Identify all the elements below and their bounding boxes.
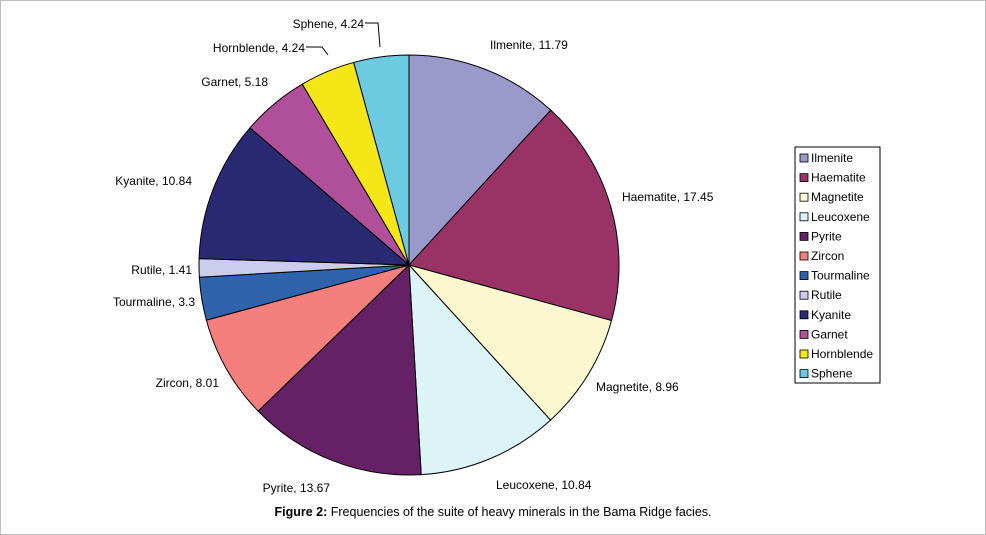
data-label-pyrite: Pyrite, 13.67 [263, 481, 331, 495]
legend-swatch-garnet [799, 329, 809, 339]
data-label-zircon: Zircon, 8.01 [156, 376, 220, 390]
legend-label-hornblende: Hornblende [811, 347, 873, 361]
legend-label-magnetite: Magnetite [811, 190, 864, 204]
legend-label-kyanite: Kyanite [811, 308, 851, 322]
figure-caption: Figure 2: Frequencies of the suite of he… [0, 505, 986, 519]
pie-slices [198, 54, 620, 476]
data-label-magnetite: Magnetite, 8.96 [596, 380, 679, 394]
legend-swatch-zircon [799, 251, 809, 261]
legend-label-ilmenite: Ilmenite [811, 151, 853, 165]
legend-swatch-sphene [799, 369, 809, 379]
pie-slice-ilmenite [408, 54, 552, 267]
legend-label-leucoxene: Leucoxene [811, 210, 870, 224]
data-label-leucoxene: Leucoxene, 10.84 [496, 478, 592, 492]
legend-swatch-leucoxene [799, 212, 809, 222]
legend-swatch-rutile [799, 290, 809, 300]
data-label-garnet: Garnet, 5.18 [201, 75, 268, 89]
legend-label-pyrite: Pyrite [811, 229, 842, 243]
slice-labels: Ilmenite, 11.79 Haematite, 17.45 Magnetite… [113, 17, 714, 495]
pie-slice-pyrite [257, 263, 422, 476]
leader-line-hornblende [306, 46, 329, 56]
legend-swatch-magnetite [799, 192, 809, 202]
legend-swatch-pyrite [799, 231, 809, 241]
data-label-rutile: Rutile, 1.41 [131, 263, 192, 277]
caption-label: Figure 2: [274, 505, 328, 519]
legend-label-sphene: Sphene [811, 367, 853, 381]
legend-swatch-kyanite [799, 310, 809, 320]
legend-box [794, 146, 881, 384]
pie-chart: Ilmenite, 11.79 Haematite, 17.45 Magnetite… [113, 17, 881, 495]
pie-slice-sphene [353, 54, 410, 266]
data-label-haematite: Haematite, 17.45 [622, 190, 714, 204]
pie-slice-magnetite [407, 264, 613, 421]
legend-swatch-haematite [799, 173, 809, 183]
pie-slice-haematite [408, 109, 620, 322]
legend-label-tourmaline: Tourmaline [811, 269, 870, 283]
legend-swatch-hornblende [799, 349, 809, 359]
legend-label-garnet: Garnet [811, 327, 848, 341]
legend: Ilmenite Haematite Magnetite Leucoxene Pyrit… [794, 146, 881, 384]
data-label-hornblende: Hornblende, 4.24 [213, 41, 305, 55]
leader-line-sphene [365, 22, 381, 48]
legend-swatch-tourmaline [799, 271, 809, 281]
legend-label-rutile: Rutile [811, 288, 842, 302]
pie-slice-kyanite [198, 127, 411, 266]
legend-label-haematite: Haematite [811, 171, 866, 185]
pie-slice-leucoxene [408, 263, 552, 476]
caption-text: Frequencies of the suite of heavy minera… [327, 505, 712, 519]
pie-slice-zircon [205, 264, 410, 412]
data-label-kyanite: Kyanite, 10.84 [115, 174, 192, 188]
legend-label-zircon: Zircon [811, 249, 844, 263]
data-label-tourmaline: Tourmaline, 3.3 [113, 295, 195, 309]
data-label-sphene: Sphene, 4.24 [293, 17, 365, 31]
data-label-ilmenite: Ilmenite, 11.79 [490, 38, 568, 52]
legend-swatch-ilmenite [799, 153, 809, 163]
